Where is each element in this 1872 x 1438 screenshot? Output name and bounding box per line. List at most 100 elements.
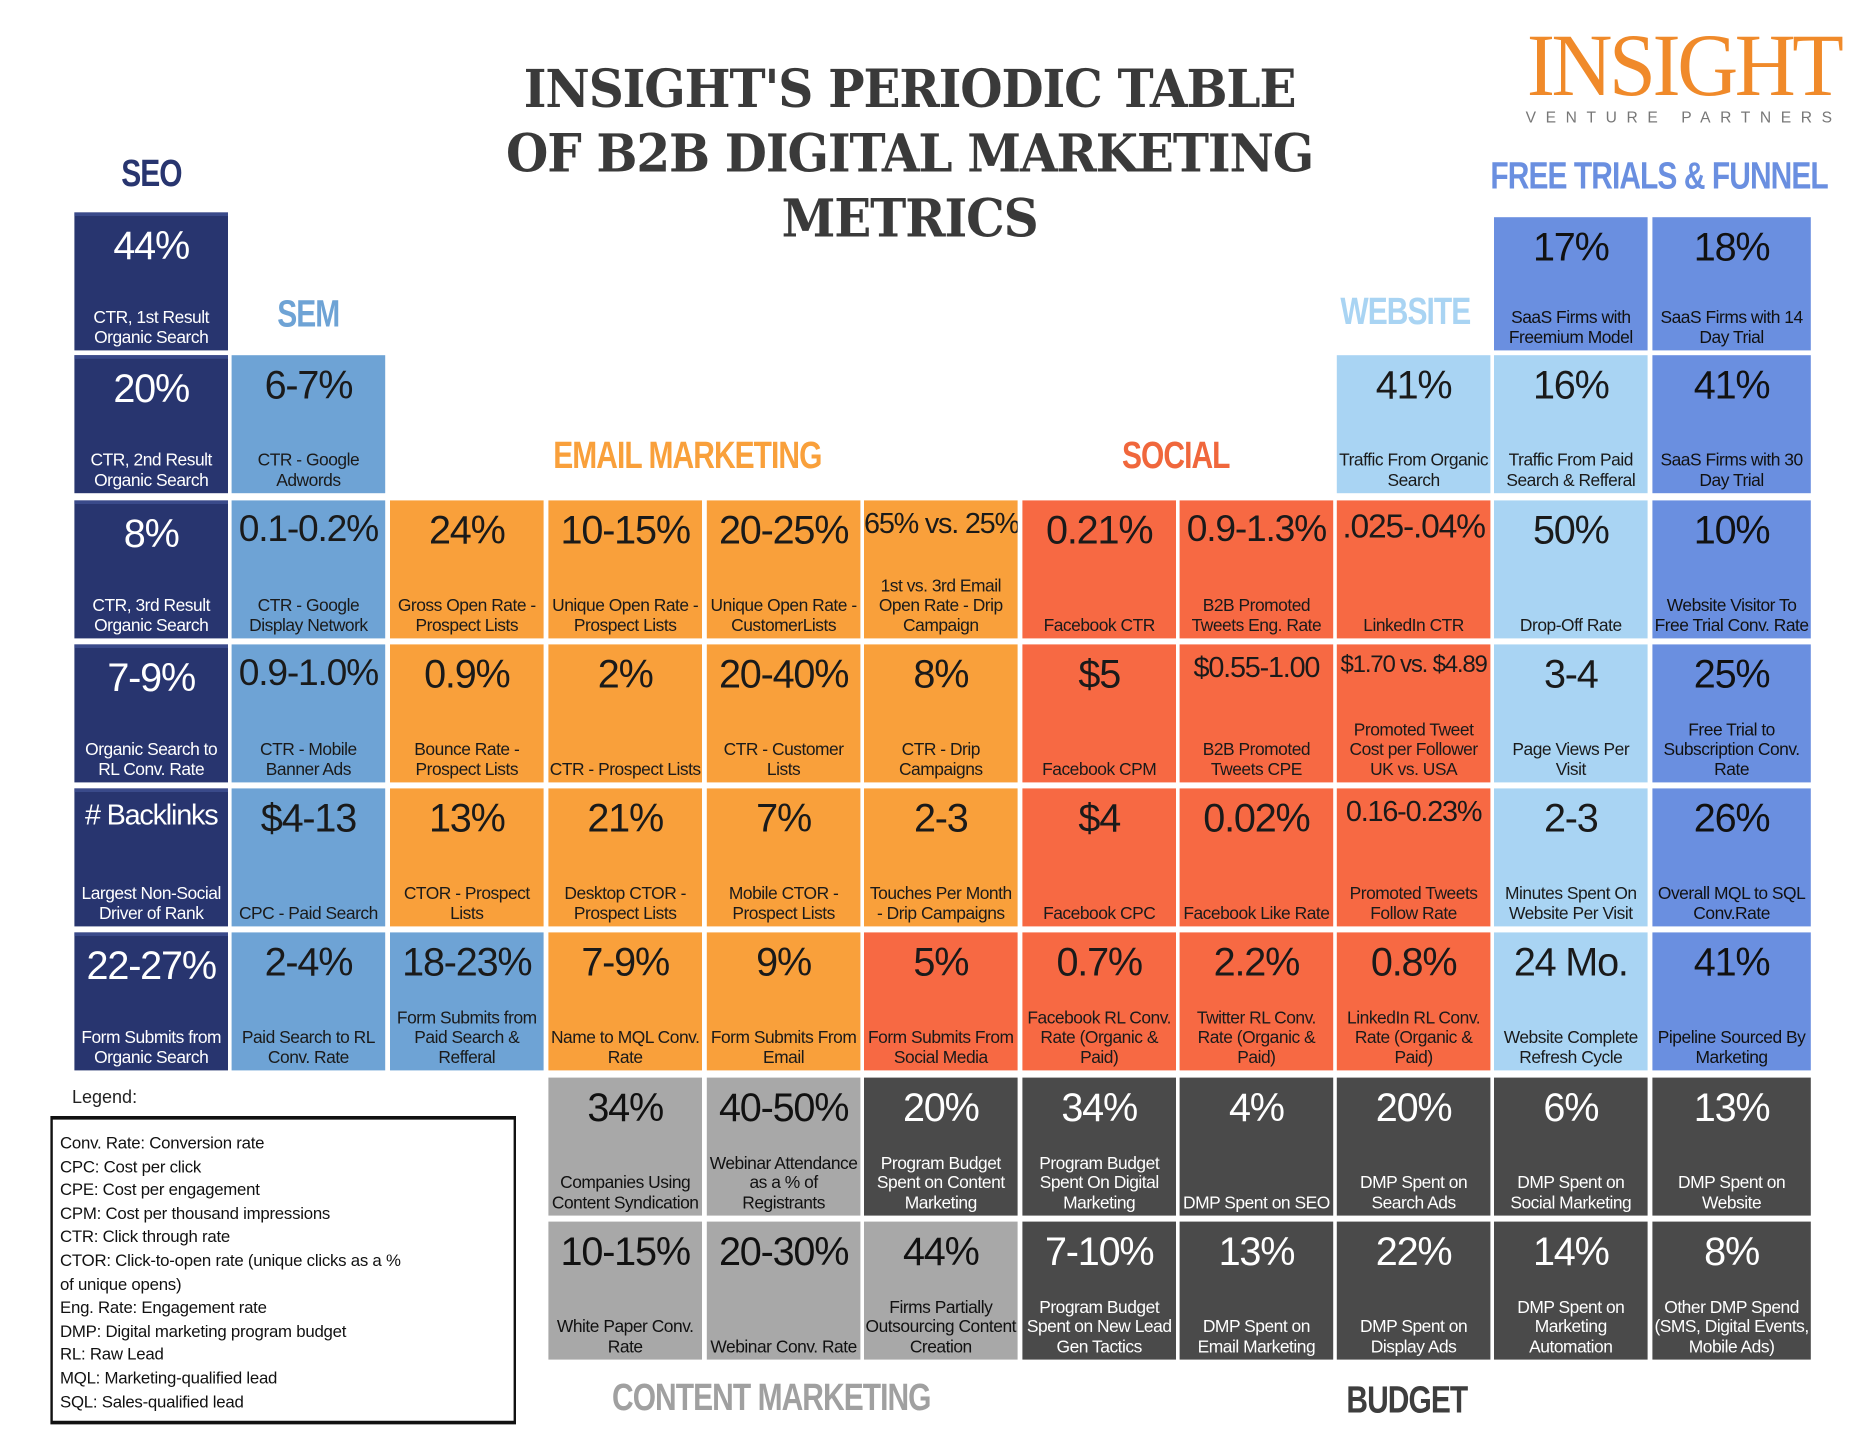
metric-value: $4-13 [260, 795, 357, 841]
metric-value: 6-7% [264, 362, 354, 407]
metric-label: Organic Search to RL Conv. Rate [85, 740, 218, 780]
section-label-website: WEBSITE [1340, 289, 1471, 333]
metric-label: CTR, 3rd Result Organic Search [92, 596, 210, 636]
metric-tile-social: 0.7% Facebook RL Conv. Rate (Organic & Pa… [1022, 932, 1176, 1071]
metric-value: .025-.04% [1342, 507, 1486, 545]
metric-value: 7-9% [107, 655, 196, 700]
metric-label: Twitter RL Conv. Rate (Organic & Paid) [1196, 1008, 1316, 1068]
metric-tile-website: 41% Traffic From Organic Search [1336, 355, 1491, 494]
metric-label: Facebook RL Conv. Rate (Organic & Paid) [1027, 1008, 1172, 1068]
metric-label: Form Submits from Organic Search [81, 1028, 222, 1068]
metric-value: 34% [1061, 1084, 1138, 1130]
metric-tile-budget: 20% Program Budget Spent on Content Marke… [864, 1077, 1018, 1216]
metric-value: 6% [1543, 1084, 1599, 1130]
metric-tile-email: 65% vs. 25% 1st vs. 3rd Email Open Rate -… [864, 500, 1018, 639]
legend-item: CTR: Click through rate [60, 1226, 231, 1247]
metric-label: Overall MQL to SQL Conv.Rate [1657, 884, 1806, 924]
metric-value: 20-30% [718, 1228, 850, 1274]
metric-value: 2-3 [913, 795, 969, 841]
metric-label: Free Trial to Subscription Conv. Rate [1663, 720, 1801, 780]
metric-label: DMP Spent on Website [1678, 1173, 1786, 1213]
metric-value: 10-15% [560, 1228, 691, 1274]
legend-item: DMP: Digital marketing program budget [60, 1320, 347, 1341]
metric-value: 20% [1375, 1084, 1453, 1130]
metric-value: $5 [1078, 651, 1121, 696]
section-label-seo: SEO [121, 151, 182, 195]
logo-subtitle: VENTURE PARTNERS [1525, 108, 1842, 127]
metric-value: 20% [113, 366, 190, 411]
metric-value: 20% [902, 1084, 980, 1130]
metric-tile-social: .025-.04% LinkedIn CTR [1336, 500, 1491, 639]
metric-value: 2-4% [264, 939, 354, 985]
metric-tile-email: 10-15% Unique Open Rate - Prospect Lists [548, 500, 702, 639]
metric-value: 7% [756, 795, 812, 841]
metric-label: CTR - Mobile Banner Ads [260, 740, 357, 780]
legend-item: Eng. Rate: Engagement rate [60, 1297, 267, 1317]
legend-title: Legend: [72, 1087, 138, 1108]
metric-tile-email: 21% Desktop CTOR - Prospect Lists [548, 788, 702, 927]
metric-label: CTR - Google Adwords [257, 451, 360, 491]
metric-label: Program Budget Spent on New Lead Gen Tac… [1026, 1297, 1172, 1357]
metric-tile-website: 16% Traffic From Paid Search & Refferal [1494, 355, 1648, 494]
logo-wordmark: INSIGHT [1526, 16, 1844, 116]
metric-value: 0.02% [1203, 795, 1310, 841]
metric-tile-social: 5% Form Submits From Social Media [864, 932, 1018, 1071]
metric-value: 41% [1375, 362, 1453, 407]
metric-value: 14% [1532, 1228, 1610, 1274]
metric-tile-email: 20-25% Unique Open Rate - CustomerLists [706, 500, 861, 639]
legend-item: CTOR: Click-to-open rate (unique clicks … [60, 1250, 401, 1270]
metric-label: Pipeline Sourced By Marketing [1657, 1028, 1806, 1068]
metric-value: 0.7% [1056, 939, 1143, 985]
metric-tile-email: 9% Form Submits From Email [706, 932, 861, 1071]
metric-tile-content: 34% Companies Using Content Syndication [548, 1077, 702, 1216]
metric-tile-email: 2-3 Touches Per Month - Drip Campaigns [864, 788, 1018, 927]
metric-tile-social: $4 Facebook CPC [1022, 788, 1176, 927]
title-line: INSIGHT'S PERIODIC TABLE [523, 58, 1297, 121]
metric-label: Touches Per Month - Drip Campaigns [869, 884, 1012, 924]
metric-tile-sem: $4-13 CPC - Paid Search [231, 788, 386, 927]
metric-tile-seo: 44% CTR, 1st Result Organic Search [74, 212, 229, 351]
metric-value: 4% [1228, 1084, 1285, 1130]
metric-label: Program Budget Spent on Content Marketin… [876, 1153, 1005, 1213]
metric-tile-website: 24 Mo. Website Complete Refresh Cycle [1494, 932, 1648, 1071]
metric-tile-sem: 0.1-0.2% CTR - Google Display Network [231, 500, 386, 639]
metric-label: Firms Partially Outsourcing Content Crea… [865, 1297, 1017, 1357]
legend-item: SQL: Sales-qualified lead [60, 1391, 244, 1411]
metric-tile-website: 2-3 Minutes Spent On Website Per Visit [1494, 788, 1648, 927]
title-line: METRICS [781, 188, 1039, 250]
metric-value: 25% [1693, 651, 1771, 696]
metric-value: $1.70 vs. $4.89 [1340, 651, 1488, 678]
metric-label: DMP Spent on Social Marketing [1510, 1173, 1632, 1213]
metric-label: Facebook Like Rate [1183, 904, 1330, 924]
metric-tile-content: 44% Firms Partially Outsourcing Content C… [864, 1221, 1018, 1360]
metric-label: Form Submits From Social Media [868, 1028, 1014, 1068]
metric-label: DMP Spent on SEO [1183, 1193, 1330, 1213]
metric-value: 5% [913, 939, 969, 985]
metric-tile-budget: 13% DMP Spent on Email Marketing [1179, 1221, 1334, 1360]
metric-tile-website: 50% Drop-Off Rate [1494, 500, 1648, 639]
metric-label: Paid Search to RL Conv. Rate [241, 1028, 376, 1068]
metric-tile-email: 24% Gross Open Rate - Prospect Lists [390, 500, 544, 639]
metric-tile-budget: 6% DMP Spent on Social Marketing [1494, 1077, 1648, 1216]
section-label-sem: SEM [277, 291, 340, 335]
metric-label: Minutes Spent On Website Per Visit [1504, 884, 1637, 924]
metric-value: $4 [1078, 795, 1121, 841]
metric-label: Traffic From Paid Search & Refferal [1506, 451, 1636, 491]
metric-tile-budget: 7-10% Program Budget Spent on New Lead Ge… [1022, 1221, 1176, 1360]
legend-item: RL: Raw Lead [60, 1344, 164, 1364]
metric-tile-trials: 17% SaaS Firms with Freemium Model [1494, 217, 1648, 351]
metric-tile-trials: 41% SaaS Firms with 30 Day Trial [1652, 355, 1811, 494]
metric-tile-trials: 41% Pipeline Sourced By Marketing [1652, 932, 1811, 1071]
title-line: OF B2B DIGITAL MARKETING [506, 123, 1314, 185]
metric-label: Website Visitor To Free Trial Conv. Rate [1654, 596, 1809, 636]
metric-label: DMP Spent on Email Marketing [1197, 1317, 1316, 1357]
metric-label: Name to MQL Conv. Rate [550, 1028, 700, 1068]
metric-label: Unique Open Rate - Prospect Lists [552, 596, 699, 636]
metric-label: Page Views Per Visit [1512, 740, 1630, 780]
metric-label: White Paper Conv. Rate [556, 1317, 694, 1357]
metric-value: 20-25% [718, 507, 850, 552]
legend-box: Conv. Rate: Conversion rate CPC: Cost per… [50, 1116, 517, 1425]
metric-tile-budget: 20% DMP Spent on Search Ads [1336, 1077, 1491, 1216]
metric-tile-trials: 10% Website Visitor To Free Trial Conv. R… [1652, 500, 1811, 639]
